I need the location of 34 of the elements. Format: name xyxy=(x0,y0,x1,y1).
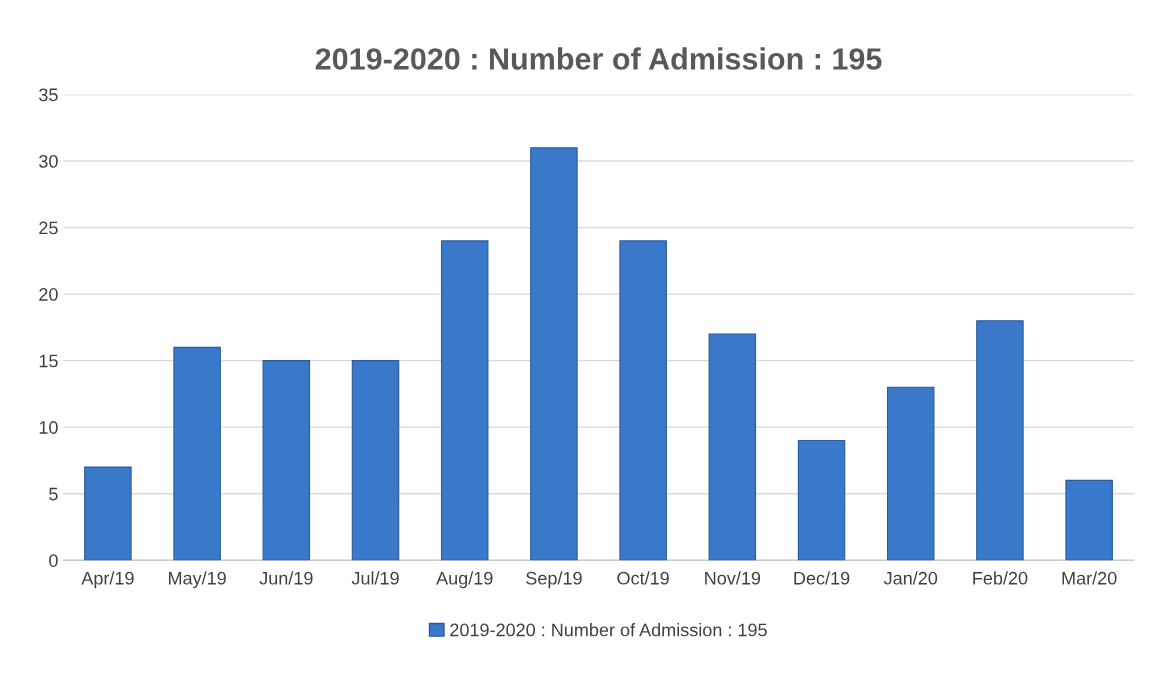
bar xyxy=(797,439,846,561)
y-tick-label: 30 xyxy=(39,154,58,168)
bar xyxy=(886,386,935,561)
bar xyxy=(530,147,578,561)
x-tick-label: Jan/20 xyxy=(883,571,938,585)
bar xyxy=(262,360,311,561)
bar xyxy=(173,346,221,561)
y-tick-label: 10 xyxy=(39,421,58,434)
bar xyxy=(708,333,757,561)
y-tick-label: 25 xyxy=(39,221,58,235)
bar xyxy=(1065,479,1113,561)
x-tick-label: Mar/20 xyxy=(1062,571,1117,585)
x-tick-label: Nov/19 xyxy=(705,571,761,585)
x-tick-label: Apr/19 xyxy=(81,571,134,589)
x-tick-label: Sep/19 xyxy=(526,571,582,589)
x-tick-label: May/19 xyxy=(168,571,226,589)
x-tick-label: Oct/19 xyxy=(617,571,669,585)
x-tick-label: Jun/19 xyxy=(259,571,313,585)
x-tick-label: Aug/19 xyxy=(436,571,493,589)
bar xyxy=(619,240,667,561)
x-tick-label: Dec/19 xyxy=(794,571,850,585)
y-tick-label: 20 xyxy=(39,288,58,301)
legend-label: 2019-2020 : Number of Admission : 195 xyxy=(450,623,767,637)
y-tick-label: 15 xyxy=(39,354,58,368)
bar xyxy=(351,360,400,561)
y-tick-label: 0 xyxy=(49,554,58,567)
x-tick-label: Jul/19 xyxy=(351,571,399,585)
bar xyxy=(440,240,489,561)
y-tick-label: 35 xyxy=(39,88,58,102)
chart-title: 2019-2020 : Number of Admission : 195 xyxy=(315,47,882,70)
bar xyxy=(976,320,1024,561)
x-tick-label: Feb/20 xyxy=(973,571,1028,585)
bar xyxy=(84,466,132,561)
y-tick-label: 5 xyxy=(49,487,58,501)
